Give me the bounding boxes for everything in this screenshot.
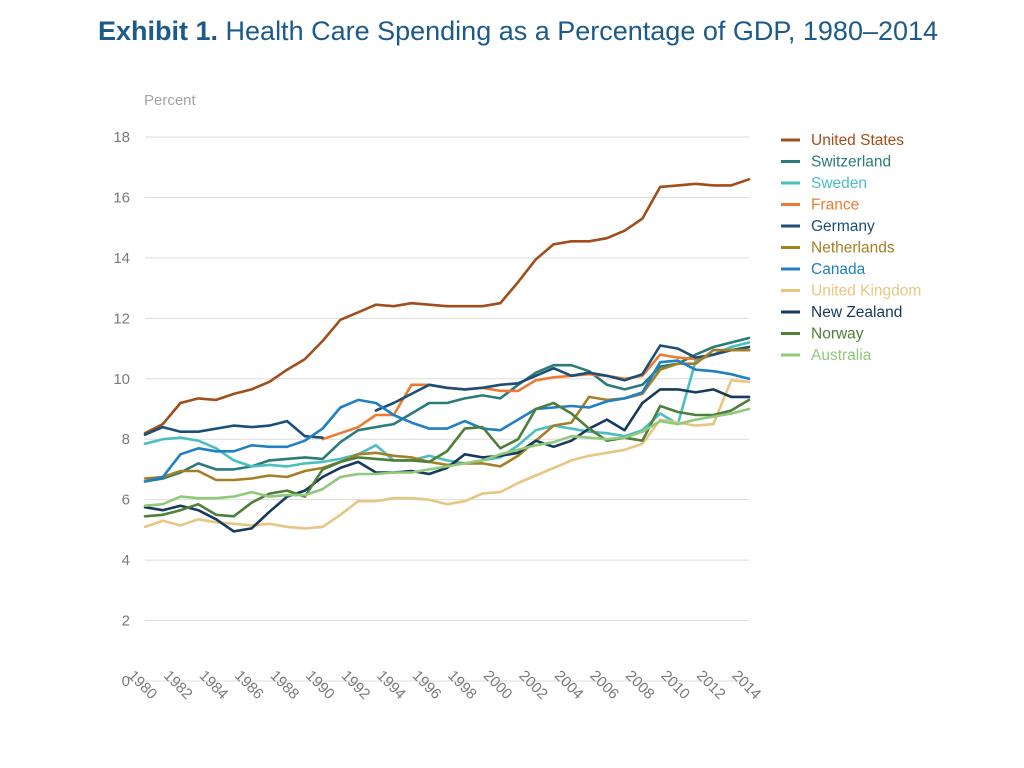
series-line-canada	[143, 359, 751, 483]
legend-item: Sweden	[781, 175, 867, 192]
x-tick-label: 2002	[515, 667, 551, 703]
legend-label: Germany	[811, 218, 875, 235]
x-tick-label: 2014	[729, 667, 765, 703]
series-line-united-kingdom	[143, 379, 751, 530]
y-tick-label: 12	[113, 310, 130, 327]
series-line-australia	[143, 407, 751, 507]
legend-label: Canada	[811, 261, 866, 278]
x-tick-label: 2006	[586, 667, 622, 703]
x-tick-label: 1988	[267, 667, 303, 703]
x-tick-label: 1992	[338, 667, 374, 703]
x-tick-label: 1984	[196, 667, 232, 703]
legend: United States Switzerland Sweden France Germ…	[781, 132, 921, 364]
gridlines	[145, 136, 749, 682]
legend-label: France	[811, 197, 859, 214]
x-tick-label: 2012	[693, 667, 729, 703]
legend-item: Australia	[781, 347, 872, 364]
legend-item: United Kingdom	[781, 283, 921, 300]
x-tick-label: 1982	[160, 667, 196, 703]
x-tick-label: 2008	[622, 667, 658, 703]
y-tick-label: 2	[122, 613, 130, 630]
legend-label: Australia	[811, 347, 872, 364]
x-tick-label: 1990	[302, 667, 338, 703]
series-line-norway	[143, 398, 751, 518]
legend-label: Sweden	[811, 175, 867, 192]
y-tick-label: 6	[122, 492, 130, 509]
series-lines	[143, 178, 751, 533]
legend-item: Norway	[781, 326, 864, 343]
chart-title-lead: Exhibit 1.	[98, 16, 219, 46]
y-tick-label: 4	[122, 552, 130, 569]
legend-item: Germany	[781, 218, 875, 235]
x-tick-label: 2000	[480, 667, 516, 703]
legend-item: Switzerland	[781, 154, 891, 171]
y-tick-label: 8	[122, 431, 130, 448]
y-tick-label: 14	[113, 250, 130, 267]
x-tick-label: 1986	[231, 667, 267, 703]
legend-label: Norway	[811, 326, 864, 343]
x-axis: 1980 1982 1984 1986 1988 1990 1992 1994 1996 1998…	[125, 667, 765, 703]
legend-item: New Zealand	[781, 304, 902, 321]
x-tick-label: 1994	[373, 667, 409, 703]
y-tick-label: 10	[113, 371, 130, 388]
y-axis: Percent 0 2 4 6 8 10 12 14 16 18	[113, 92, 196, 690]
legend-label: Switzerland	[811, 154, 891, 171]
series-line-sweden	[143, 341, 751, 468]
chart-title-text: Health Care Spending as a Percentage of …	[218, 16, 939, 46]
y-axis-label: Percent	[144, 92, 197, 109]
y-tick-label: 16	[113, 189, 130, 206]
x-tick-label: 1996	[409, 667, 445, 703]
x-tick-label: 1998	[444, 667, 480, 703]
series-line-united-states	[143, 178, 751, 435]
legend-label: New Zealand	[811, 304, 902, 321]
series-line-switzerland	[143, 336, 751, 483]
legend-label: United States	[811, 132, 904, 149]
x-tick-label: 2010	[658, 667, 694, 703]
y-tick-label: 0	[122, 673, 130, 690]
x-tick-label: 2004	[551, 667, 587, 703]
y-tick-label: 18	[113, 129, 130, 146]
legend-label: Netherlands	[811, 240, 895, 257]
legend-item: Canada	[781, 261, 866, 278]
legend-item: United States	[781, 132, 904, 149]
series-line-new-zealand	[143, 388, 751, 533]
chart-title: Exhibit 1. Health Care Spending as a Per…	[98, 16, 938, 47]
legend-label: United Kingdom	[811, 283, 921, 300]
legend-item: France	[781, 197, 859, 214]
legend-item: Netherlands	[781, 240, 895, 257]
series-line-netherlands	[143, 348, 751, 482]
series-line-germany	[143, 344, 751, 439]
